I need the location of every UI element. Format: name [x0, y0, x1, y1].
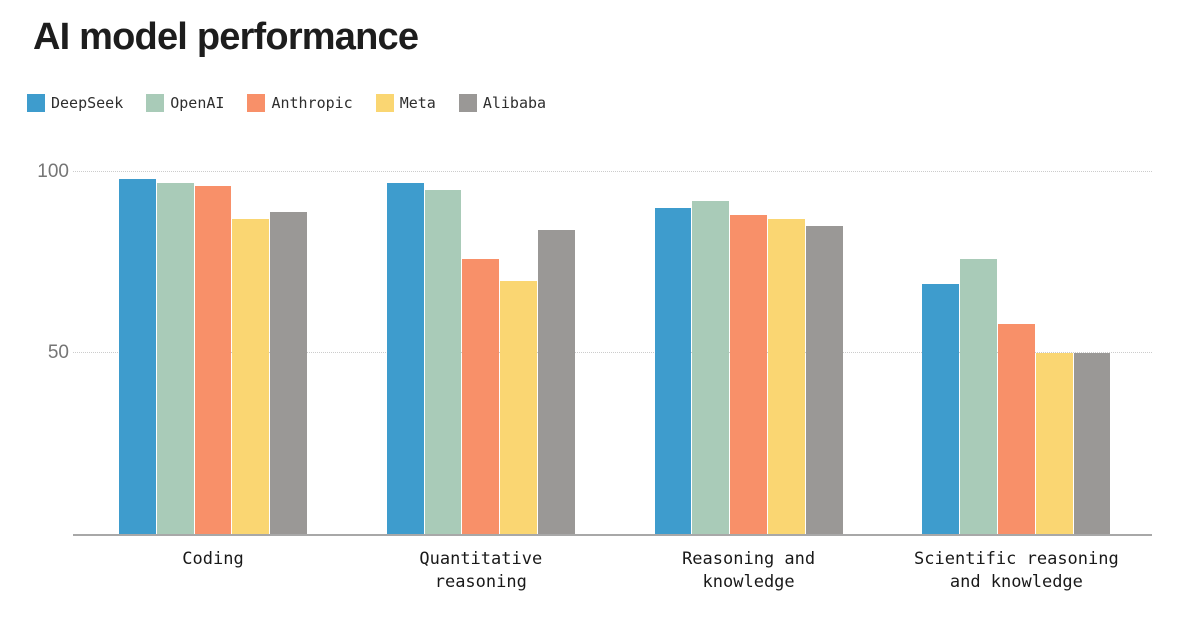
bar-scientific-reasoning-and-knowledge-openai — [960, 258, 997, 534]
bar-quantitative-reasoning-deepseek — [386, 182, 424, 534]
bar-coding-alibaba — [270, 211, 307, 534]
bar-reasoning-and-knowledge-deepseek — [654, 208, 692, 534]
plot-area — [73, 161, 1152, 536]
legend-swatch-openai — [146, 94, 165, 112]
bar-quantitative-reasoning-alibaba — [537, 229, 575, 534]
bar-scientific-reasoning-and-knowledge-deepseek — [922, 284, 960, 534]
legend-label-meta: Meta — [399, 94, 436, 112]
category-label-scientific-reasoning-and-knowledge: Scientific reasoning and knowledge — [914, 548, 1119, 594]
y-tick-label-50: 50 — [47, 341, 69, 363]
bar-scientific-reasoning-and-knowledge-meta — [1035, 352, 1073, 534]
bar-group-reasoning-and-knowledge — [654, 161, 843, 534]
category-label-coding: Coding — [182, 548, 243, 571]
category-label-line: Quantitative — [419, 549, 543, 569]
category-label-line: reasoning — [434, 572, 527, 592]
legend-label-anthropic: Anthropic — [271, 94, 353, 112]
y-tick-label-100: 100 — [37, 160, 69, 182]
bar-reasoning-and-knowledge-alibaba — [805, 226, 843, 534]
category-label-line: Reasoning and — [682, 549, 816, 569]
bar-scientific-reasoning-and-knowledge-anthropic — [997, 323, 1035, 534]
legend-label-deepseek: DeepSeek — [51, 94, 124, 112]
chart-title: AI model performance — [33, 16, 419, 58]
category-label-line: and knowledge — [949, 572, 1083, 592]
bar-reasoning-and-knowledge-openai — [692, 200, 730, 534]
bar-coding-deepseek — [119, 179, 156, 534]
legend-swatch-deepseek — [27, 94, 45, 112]
gridline-50 — [73, 351, 1152, 353]
category-label-reasoning-and-knowledge: Reasoning and knowledge — [682, 548, 815, 594]
legend-item-meta: Meta — [375, 94, 436, 112]
bar-coding-meta — [232, 218, 270, 534]
legend-label-openai: OpenAI — [170, 94, 225, 112]
bar-coding-openai — [156, 182, 194, 534]
bar-group-coding — [119, 161, 307, 534]
category-label-line: knowledge — [702, 572, 795, 592]
bar-quantitative-reasoning-meta — [500, 280, 537, 534]
legend-item-anthropic: Anthropic — [247, 94, 353, 112]
bar-quantitative-reasoning-anthropic — [462, 258, 500, 534]
bar-reasoning-and-knowledge-anthropic — [730, 215, 767, 534]
gridline-100 — [73, 170, 1152, 172]
bar-coding-anthropic — [194, 186, 232, 534]
bar-scientific-reasoning-and-knowledge-alibaba — [1073, 352, 1111, 534]
bar-group-scientific-reasoning-and-knowledge — [922, 161, 1111, 534]
category-label-line: Coding — [182, 549, 244, 569]
legend-swatch-anthropic — [247, 94, 266, 112]
legend-label-alibaba: Alibaba — [482, 94, 547, 112]
bar-group-quantitative-reasoning — [386, 161, 575, 534]
legend-swatch-meta — [375, 94, 394, 112]
legend-item-deepseek: DeepSeek — [27, 94, 123, 112]
bar-quantitative-reasoning-openai — [424, 189, 462, 534]
legend-item-alibaba: Alibaba — [458, 94, 547, 112]
bar-reasoning-and-knowledge-meta — [767, 218, 805, 534]
legend-swatch-alibaba — [458, 94, 477, 112]
legend-item-openai: OpenAI — [146, 94, 224, 112]
category-label-line: Scientific reasoning — [914, 549, 1119, 569]
category-label-quantitative-reasoning: Quantitative reasoning — [419, 548, 542, 594]
legend: DeepSeek OpenAI Anthropic Meta Alibaba — [27, 94, 546, 112]
